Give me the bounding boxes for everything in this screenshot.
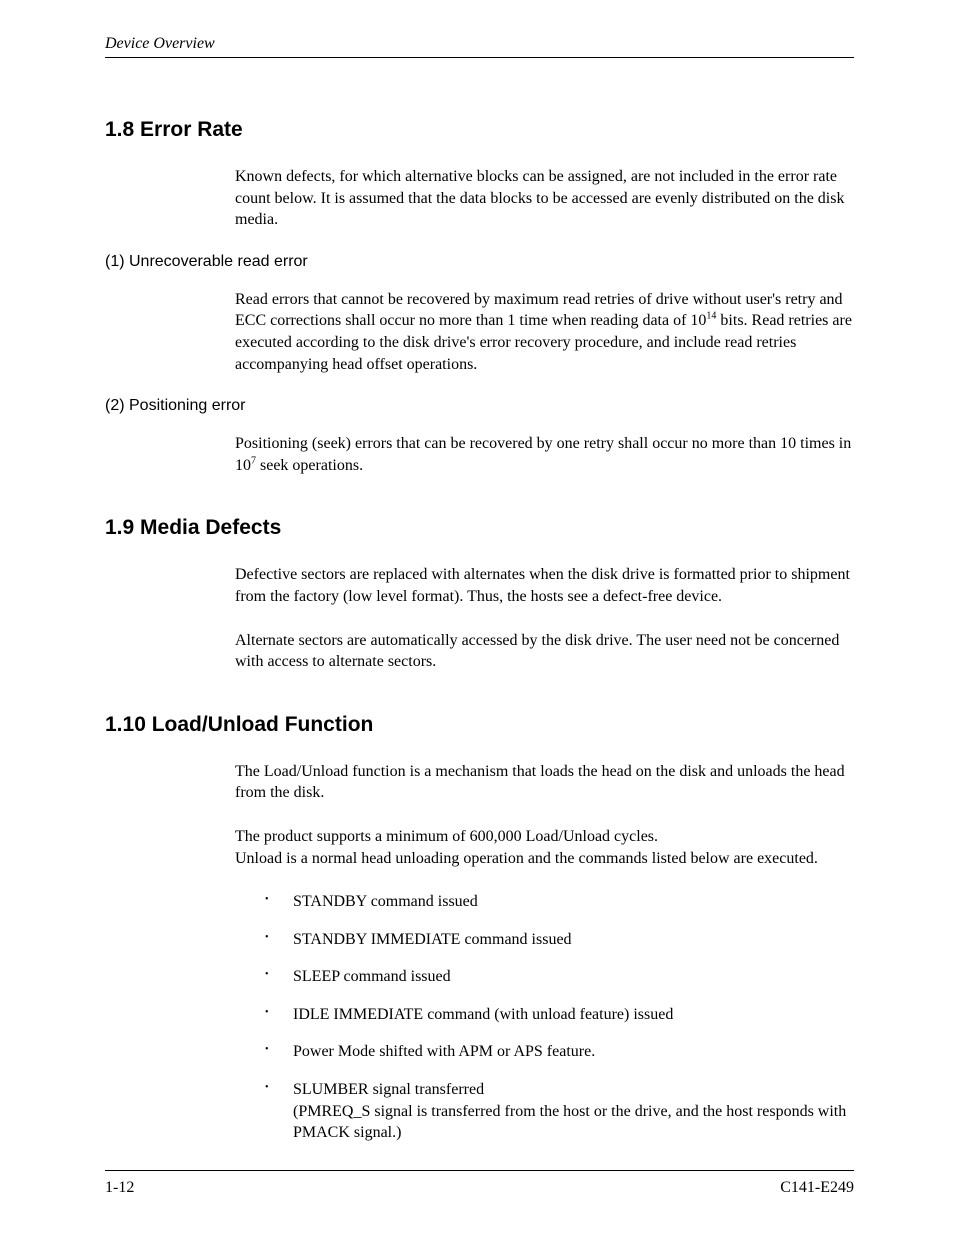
- subhead-1-8-1: (1) Unrecoverable read error: [105, 253, 854, 271]
- para-1-9-1: Defective sectors are replaced with alte…: [235, 564, 854, 607]
- list-item: STANDBY command issued: [293, 891, 854, 913]
- para-1-10-1: The Load/Unload function is a mechanism …: [235, 761, 854, 804]
- list-item: SLEEP command issued: [293, 966, 854, 988]
- list-item: IDLE IMMEDIATE command (with unload feat…: [293, 1004, 854, 1026]
- heading-1-9: 1.9 Media Defects: [105, 516, 854, 540]
- exponent: 14: [706, 311, 716, 322]
- footer-doc-id: C141-E249: [780, 1179, 854, 1197]
- para-1-8-intro: Known defects, for which alternative blo…: [235, 166, 854, 231]
- command-list: STANDBY command issued STANDBY IMMEDIATE…: [235, 891, 854, 1144]
- para-1-9-2: Alternate sectors are automatically acce…: [235, 630, 854, 673]
- para-1-8-2: Positioning (seek) errors that can be re…: [235, 433, 854, 476]
- para-1-8-1: Read errors that cannot be recovered by …: [235, 289, 854, 375]
- heading-1-8: 1.8 Error Rate: [105, 118, 854, 142]
- text: SLUMBER signal transferred: [293, 1081, 484, 1098]
- text: (PMREQ_S signal is transferred from the …: [293, 1103, 846, 1142]
- list-item: Power Mode shifted with APM or APS featu…: [293, 1041, 854, 1063]
- page-footer: 1-12 C141-E249: [105, 1170, 854, 1197]
- running-head: Device Overview: [105, 35, 854, 58]
- text: seek operations.: [256, 457, 363, 474]
- subhead-1-8-2: (2) Positioning error: [105, 397, 854, 415]
- page: Device Overview 1.8 Error Rate Known def…: [0, 0, 954, 1235]
- list-item: SLUMBER signal transferred (PMREQ_S sign…: [293, 1079, 854, 1144]
- text: The product supports a minimum of 600,00…: [235, 828, 658, 845]
- list-item: STANDBY IMMEDIATE command issued: [293, 929, 854, 951]
- heading-1-10: 1.10 Load/Unload Function: [105, 713, 854, 737]
- footer-page-number: 1-12: [105, 1179, 134, 1197]
- text: Unload is a normal head unloading operat…: [235, 850, 818, 867]
- para-1-10-2: The product supports a minimum of 600,00…: [235, 826, 854, 869]
